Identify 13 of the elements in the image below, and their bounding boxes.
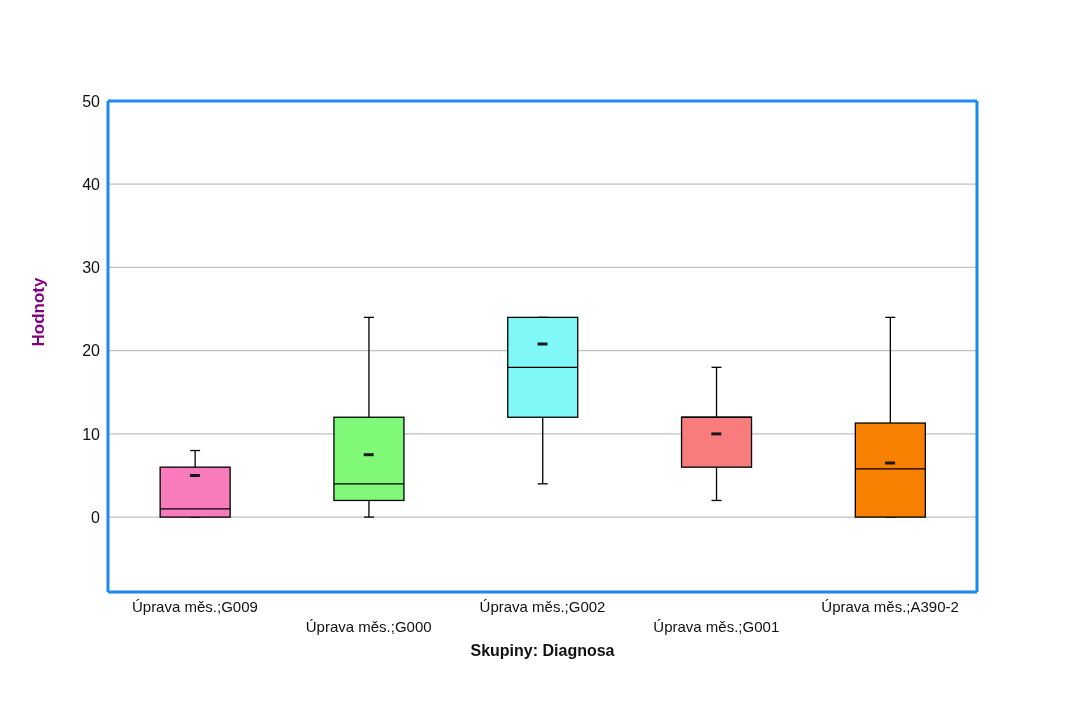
x-tick-label: Úprava měs.;G001 (653, 618, 780, 635)
y-tick-label: 20 (82, 342, 101, 360)
y-axis-title: Hodnoty (29, 277, 49, 347)
x-tick-label: Úprava měs.;G000 (305, 618, 432, 635)
x-tick-label: Úprava měs.;G002 (479, 598, 606, 615)
y-tick-label: 0 (91, 508, 101, 526)
x-tick-label: Úprava měs.;A390-2 (821, 598, 959, 615)
y-tick-label: 40 (82, 175, 101, 193)
x-axis-title: Skupiny: Diagnosa (470, 642, 615, 659)
y-tick-label: 10 (82, 425, 101, 443)
y-tick-label: 50 (82, 92, 101, 110)
y-tick-label: 30 (82, 259, 101, 277)
x-tick-label: Úprava měs.;G009 (131, 598, 258, 615)
